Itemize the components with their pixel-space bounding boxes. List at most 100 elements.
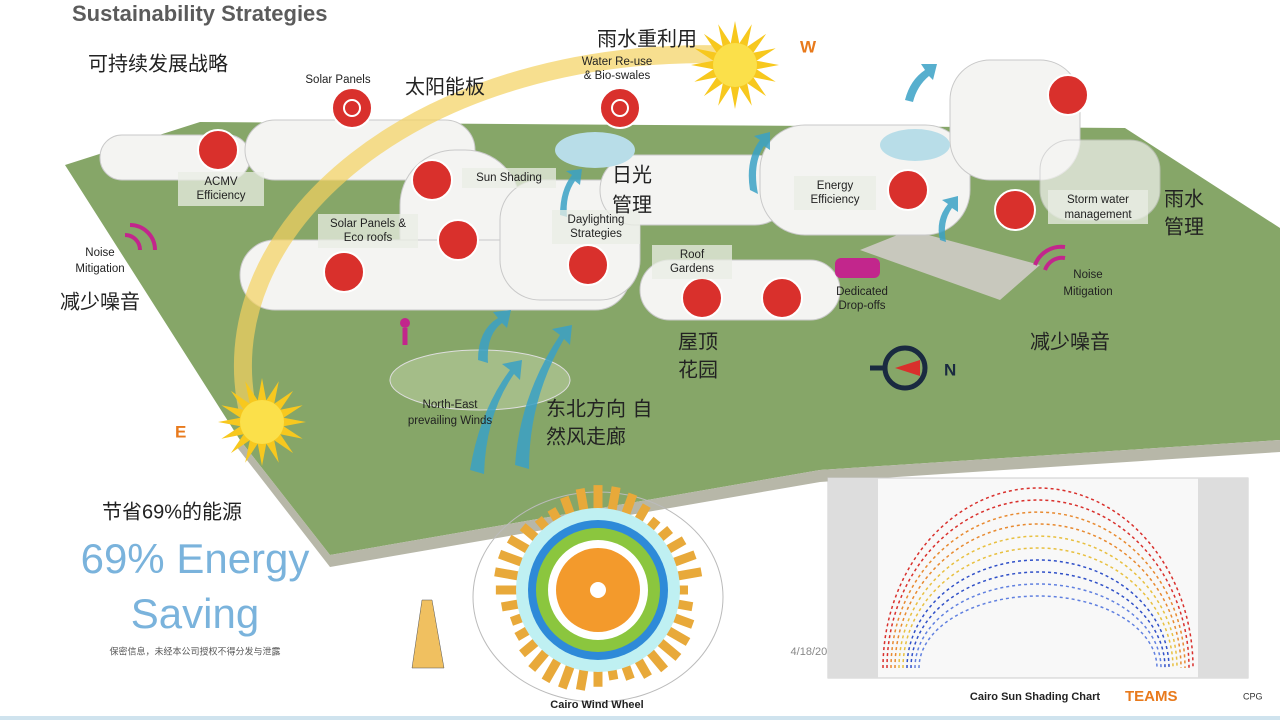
car-icon [835,258,880,278]
label: Storm water [1067,194,1129,206]
label: ACMV [204,176,238,188]
shape [318,214,418,248]
label: Efficiency [810,194,859,206]
wind-arrows [470,64,958,474]
shape [902,547,1174,669]
shape [560,169,582,217]
shape [827,477,1249,679]
label: North-East [423,399,479,411]
shape [713,43,757,87]
label: Mitigation [75,263,124,275]
label: Noise [85,247,114,259]
label: Energy [817,180,854,192]
shape [323,251,365,293]
shape [411,159,453,201]
shape [748,132,770,194]
label: 雨水重利用 [597,27,697,51]
shape [590,582,606,598]
label: 保密信息，未经本公司授权不得分发与泄露 [109,645,280,656]
pedestrian [400,318,410,328]
shape [437,219,479,261]
label: Eco roofs [344,232,393,244]
shape [599,87,641,129]
shape [894,523,1182,669]
shape [652,245,732,279]
label: Gardens [670,263,714,275]
label: 管理 [612,193,652,217]
noise-waves [124,223,1066,271]
shape [794,176,876,210]
subtitle-cn: 可持续发展战略 [88,52,228,76]
sun-chart [827,477,1249,679]
label: E [175,422,186,441]
shape [882,487,1194,669]
logo: CPG [1243,691,1263,701]
shape [890,511,1186,669]
shape [470,360,522,474]
shape [567,244,609,286]
label: Daylighting [568,214,625,226]
shape [515,325,572,469]
footer-bar [0,716,1280,720]
icons [197,74,1089,319]
label: Roof [680,249,705,261]
logo: TEAMS [1125,688,1178,705]
shape [886,499,1190,669]
label: Noise [1073,269,1102,281]
shape [828,478,878,678]
shape [681,277,723,319]
label: Drop-offs [838,300,885,312]
shape [887,169,929,211]
label: 减少噪音 [60,290,140,314]
label: prevailing Winds [408,415,493,427]
sun-west [691,21,779,109]
label: Saving [131,590,259,637]
label: Sun Shading [476,172,542,184]
shape [906,559,1170,669]
shape [938,196,958,242]
label: 4/18/2022 [791,646,840,658]
label: 屋顶 [678,330,718,354]
label: 减少噪音 [1030,330,1110,354]
label: 管理 [1164,215,1204,239]
shape [898,535,1178,669]
label: Solar Panels & [330,218,406,230]
label: management [1064,209,1132,221]
label: 东北方向 自 [546,397,652,421]
label: 日光 [612,163,652,187]
label: 花园 [678,358,718,382]
shape [761,277,803,319]
compass-needle [895,360,920,376]
shape [918,595,1158,669]
shape [462,168,556,188]
label: 太阳能板 [405,75,485,99]
wind-legend [411,599,445,669]
shape [882,487,1194,669]
sun-path [233,45,741,423]
shape [1048,190,1148,224]
label: Solar Panels [305,74,370,86]
label: & Bio-swales [584,70,651,82]
shape [611,99,629,117]
shape [905,64,937,102]
label: Dedicated [836,286,888,298]
shape [240,400,284,444]
label: N [944,360,956,379]
shape [343,99,361,117]
shape [197,129,239,171]
shape [910,571,1166,669]
shape [880,129,950,161]
shape [555,132,635,168]
label: W [800,37,817,56]
label: Cairo Wind Wheel [550,699,643,711]
label: 69% Energy [81,535,310,582]
label: Water Re-use [582,56,653,68]
shape [178,172,264,206]
shape [1198,478,1248,678]
label: 雨水 [1164,187,1204,211]
label: 节省69%的能源 [102,500,242,523]
shape [1047,74,1089,116]
label: Strategies [570,228,622,240]
slide-title: Sustainability Strategies [72,1,328,26]
